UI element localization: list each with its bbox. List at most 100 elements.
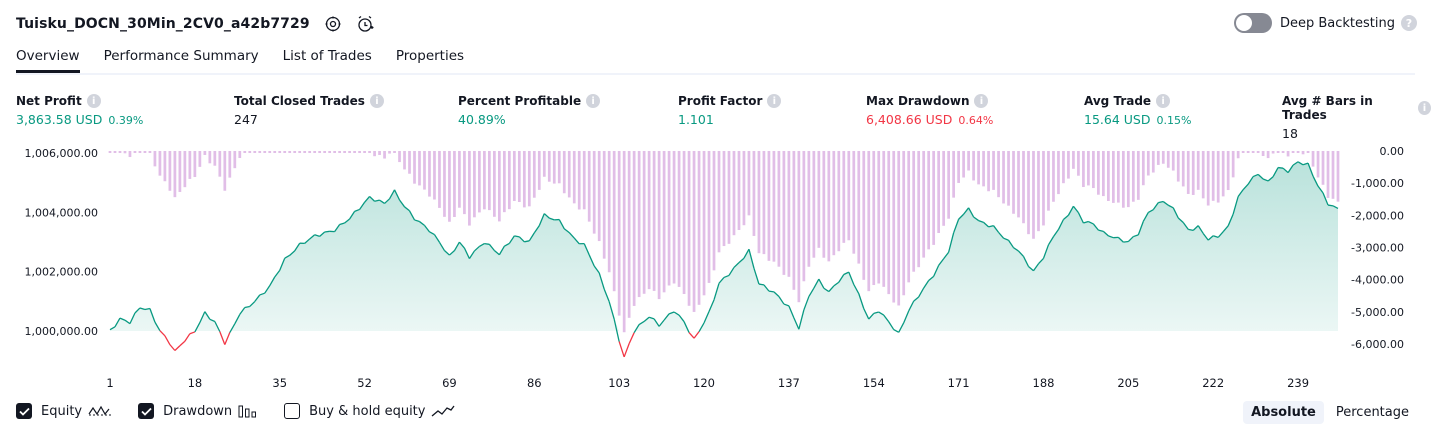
drawdown-tick-label: -3,000.00 <box>1351 242 1404 255</box>
percentage-mode-button[interactable]: Percentage <box>1335 405 1409 420</box>
drawdown-bar <box>947 151 950 219</box>
drawdown-bar <box>767 151 771 261</box>
drawdown-bar <box>702 151 706 296</box>
equity-segment <box>573 237 580 245</box>
drawdown-bar <box>1112 151 1115 203</box>
settings-icon[interactable] <box>324 15 342 33</box>
tab-overview[interactable]: Overview <box>16 48 80 73</box>
equity-segment <box>828 285 835 293</box>
equity-segment <box>1067 205 1074 216</box>
equity-segment <box>953 219 960 234</box>
equity-segment <box>1242 183 1249 191</box>
info-icon[interactable]: i <box>1156 94 1171 108</box>
absolute-mode-button[interactable]: Absolute <box>1243 401 1324 424</box>
drawdown-bar <box>837 151 841 252</box>
drawdown-bar <box>1306 151 1310 153</box>
drawdown-bar <box>168 151 172 191</box>
drawdown-bar <box>1231 151 1235 178</box>
equity-drawdown-chart[interactable]: 1,006,000.00 1,004,000.00 1,002,000.00 1,00… <box>0 140 1431 392</box>
equity-segment <box>948 232 955 253</box>
drawdown-bar <box>1176 151 1180 182</box>
equity-segment <box>968 207 975 218</box>
equity-checkbox[interactable] <box>16 403 32 419</box>
equity-segment <box>778 296 785 305</box>
deep-backtesting-toggle[interactable] <box>1233 13 1272 33</box>
drawdown-bar <box>1286 151 1290 157</box>
metric-label: Max Drawdown <box>866 94 970 108</box>
tab-properties[interactable]: Properties <box>395 48 465 64</box>
drawdown-bar <box>677 151 681 287</box>
drawdown-bar <box>1291 151 1295 153</box>
info-icon[interactable]: i <box>767 94 782 108</box>
equity-segment <box>783 303 790 307</box>
info-icon[interactable]: i <box>86 94 101 108</box>
drawdown-bar <box>1017 151 1020 218</box>
equity-segment <box>563 228 570 234</box>
drawdown-bar <box>522 151 526 208</box>
equity-segment <box>354 208 360 212</box>
equity-segment <box>738 257 745 264</box>
equity-segment <box>1227 213 1234 227</box>
drawdown-tick-label: -5,000.00 <box>1351 306 1404 319</box>
equity-segment <box>1278 166 1284 169</box>
equity-segment <box>533 225 540 234</box>
drawdown-bar <box>363 151 366 153</box>
drawdown-bar <box>1281 151 1285 153</box>
equity-segment <box>119 317 126 321</box>
drawdown-bar <box>1121 151 1125 208</box>
drawdown-bar <box>692 151 696 312</box>
buy-hold-checkbox[interactable] <box>284 403 301 419</box>
drawdown-bar <box>473 151 476 218</box>
drawdown-bar <box>817 151 821 248</box>
tab-list-of-trades[interactable]: List of Trades <box>282 48 372 64</box>
drawdown-bar <box>1097 151 1100 195</box>
drawdown-bar <box>892 151 896 303</box>
drawdown-bar <box>542 151 546 177</box>
equity-segment <box>698 322 705 332</box>
equity-segment <box>159 330 166 337</box>
drawdown-bar <box>153 151 157 167</box>
equity-segment <box>648 316 655 320</box>
drawdown-bar <box>807 151 811 267</box>
metric-label: Profit Factor <box>678 94 763 108</box>
drawdown-bar <box>887 151 891 295</box>
drawdown-bar <box>248 151 252 153</box>
equity-segment <box>379 199 385 204</box>
legend-buy-hold-equity[interactable]: Buy & hold equity <box>284 403 456 419</box>
drawdown-bar <box>1002 151 1005 204</box>
info-icon[interactable]: i <box>974 94 989 108</box>
help-icon[interactable]: ? <box>1401 15 1417 31</box>
legend-equity[interactable]: Equity <box>16 403 112 419</box>
drawdown-checkbox[interactable] <box>138 403 155 419</box>
drawdown-bar <box>717 151 721 253</box>
info-icon[interactable]: i <box>586 94 601 108</box>
equity-segment <box>633 324 640 334</box>
equity-segment <box>1072 205 1079 214</box>
tab-performance-summary[interactable]: Performance Summary <box>103 48 259 64</box>
equity-segment <box>1042 244 1050 259</box>
equity-segment <box>988 225 994 228</box>
equity-segment <box>773 291 780 297</box>
drawdown-bar <box>642 151 646 294</box>
equity-segment <box>1327 204 1334 207</box>
equity-segment <box>324 230 330 233</box>
metric-max-drawdown: Max Drawdown i 6,408.66 USD 0.64% <box>866 94 993 127</box>
add-alert-icon[interactable] <box>356 15 374 33</box>
trade-tick-label: 35 <box>272 376 287 390</box>
drawdown-bar <box>1186 151 1190 194</box>
drawdown-bar <box>463 151 466 215</box>
drawdown-bar <box>1007 151 1010 206</box>
info-icon[interactable]: i <box>369 94 384 108</box>
equity-segment <box>768 290 775 293</box>
drawdown-bar <box>1072 151 1075 169</box>
equity-segment <box>673 311 680 316</box>
drawdown-bar <box>1301 151 1305 155</box>
legend-drawdown[interactable]: Drawdown <box>138 403 258 419</box>
info-icon[interactable]: i <box>1417 101 1431 115</box>
drawdown-bar <box>852 151 856 254</box>
equity-segment <box>938 258 945 266</box>
equity-segment <box>1123 240 1129 243</box>
metric-percent: 0.39% <box>108 114 144 127</box>
drawdown-bar <box>907 151 911 283</box>
equity-segment <box>1182 222 1189 230</box>
